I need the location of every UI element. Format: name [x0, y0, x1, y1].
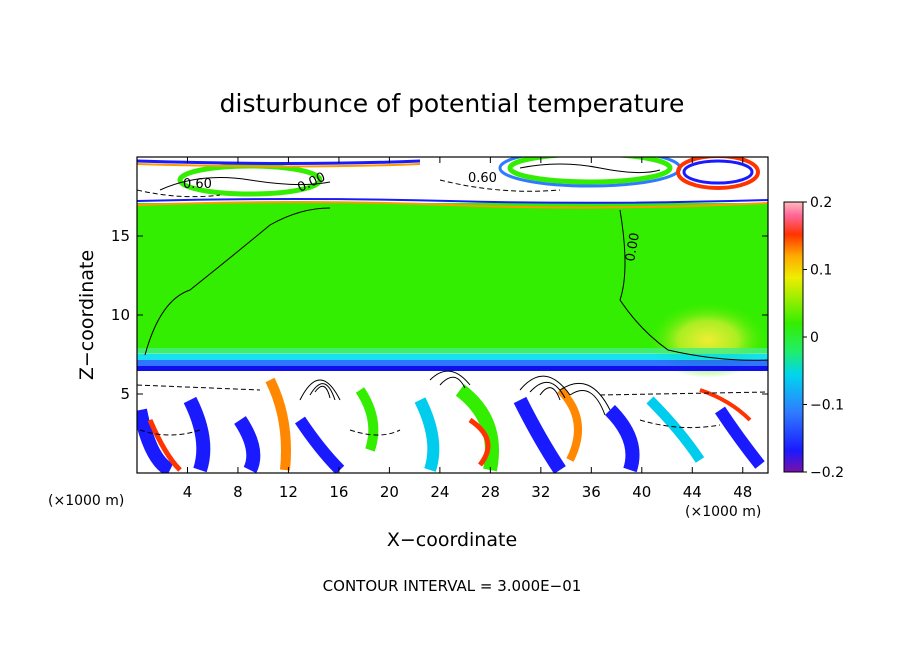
x-tick-label: 28 — [481, 483, 500, 501]
x-tick-label: 40 — [632, 483, 651, 501]
x-unit-left: (×1000 m) — [48, 493, 124, 509]
colorbar-tick-label: −0.1 — [810, 398, 844, 414]
y-tick-label: 10 — [111, 306, 130, 324]
colorbar — [783, 201, 804, 473]
y-axis-label: Z−coordinate — [76, 250, 98, 380]
x-tick-label: 12 — [279, 483, 298, 501]
x-tick-label: 32 — [531, 483, 550, 501]
colorbar-tick-label: −0.2 — [810, 465, 844, 481]
colorbar-tick-label: 0 — [810, 330, 819, 346]
y-axis: 5 10 15 — [111, 227, 768, 403]
chart-title: disturbunce of potential temperature — [220, 89, 685, 118]
field-image — [137, 157, 768, 473]
y-tick-label: 5 — [120, 385, 130, 403]
x-tick-label: 20 — [380, 483, 399, 501]
contour-label-4: 0.00 — [623, 232, 643, 263]
x-tick-label: 48 — [733, 483, 752, 501]
contour-interval-note: CONTOUR INTERVAL = 3.000E−01 — [323, 577, 582, 595]
x-tick-label: 44 — [683, 483, 702, 501]
x-tick-label: 4 — [183, 483, 193, 501]
x-tick-label: 36 — [582, 483, 601, 501]
contour-label-1: 0.60 — [183, 177, 212, 192]
x-axis-label: X−coordinate — [387, 529, 517, 551]
x-axis: 4 8 12 16 20 24 28 32 36 40 44 48 — [183, 157, 752, 501]
contour-label-3: 0.60 — [468, 171, 497, 186]
x-tick-label: 16 — [329, 483, 348, 501]
y-tick-label: 15 — [111, 227, 130, 245]
x-tick-label: 24 — [430, 483, 449, 501]
x-tick-label: 8 — [233, 483, 243, 501]
colorbar-tick-label: 0.1 — [810, 263, 832, 279]
colorbar-ticks: 0.2 0.1 0 −0.1 −0.2 — [803, 195, 844, 481]
colorbar-tick-label: 0.2 — [810, 195, 832, 211]
x-unit-right: (×1000 m) — [685, 504, 761, 520]
